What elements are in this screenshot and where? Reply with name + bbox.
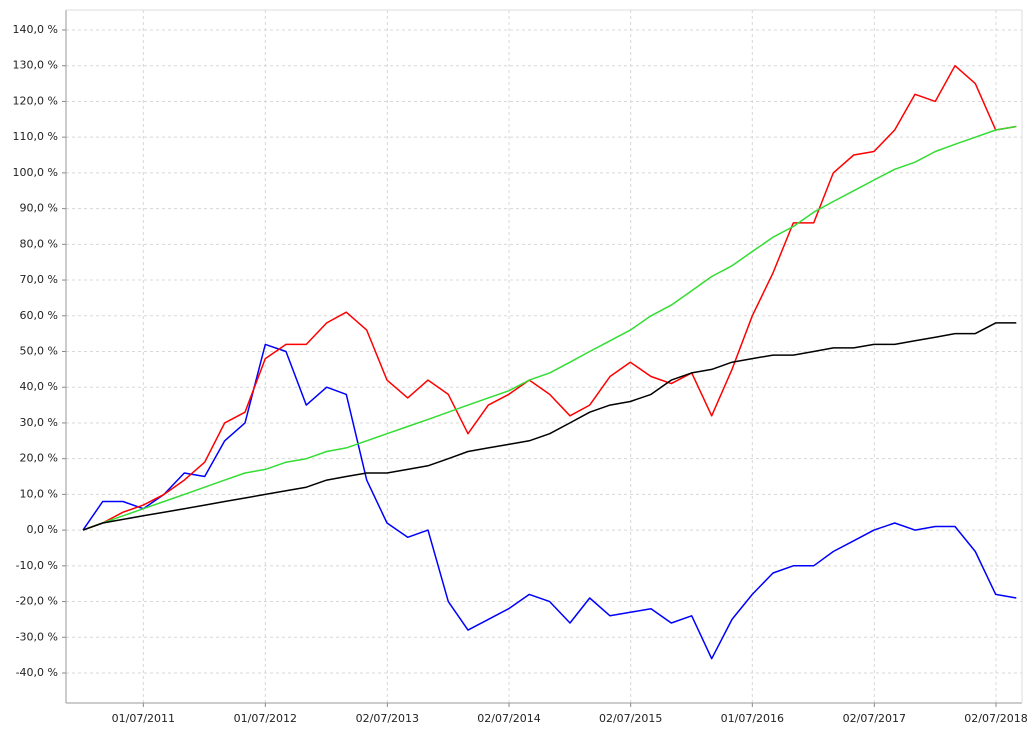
y-tick-label: 110,0 % — [13, 130, 58, 143]
y-tick-label: 140,0 % — [13, 23, 58, 36]
y-tick-label: 0,0 % — [27, 523, 58, 536]
y-tick-label: 100,0 % — [13, 166, 58, 179]
y-tick-label: 30,0 % — [20, 416, 58, 429]
x-tick-label: 02/07/2018 — [964, 712, 1027, 725]
y-tick-label: 20,0 % — [20, 452, 58, 465]
y-tick-label: -30,0 % — [16, 630, 58, 643]
x-tick-label: 02/07/2017 — [843, 712, 906, 725]
y-tick-label: -40,0 % — [16, 666, 58, 679]
series-line — [82, 322, 1017, 531]
series-line — [82, 64, 1017, 531]
series-line — [82, 343, 1017, 660]
y-tick-label: 90,0 % — [20, 202, 58, 215]
y-tick-label: 60,0 % — [20, 309, 58, 322]
y-tick-label: -10,0 % — [16, 559, 58, 572]
y-tick-label: 120,0 % — [13, 94, 58, 107]
y-tick-label: 130,0 % — [13, 59, 58, 72]
series-line — [82, 125, 1017, 531]
y-tick-label: 70,0 % — [20, 273, 58, 286]
x-tick-label: 01/07/2011 — [112, 712, 175, 725]
y-tick-label: -20,0 % — [16, 595, 58, 608]
x-tick-label: 02/07/2015 — [599, 712, 662, 725]
y-tick-label: 50,0 % — [20, 344, 58, 357]
x-tick-label: 01/07/2016 — [721, 712, 784, 725]
x-tick-label: 02/07/2013 — [356, 712, 419, 725]
x-tick-label: 01/07/2012 — [234, 712, 297, 725]
y-tick-label: 10,0 % — [20, 487, 58, 500]
y-tick-label: 40,0 % — [20, 380, 58, 393]
y-tick-label: 80,0 % — [20, 237, 58, 250]
x-tick-label: 02/07/2014 — [477, 712, 540, 725]
